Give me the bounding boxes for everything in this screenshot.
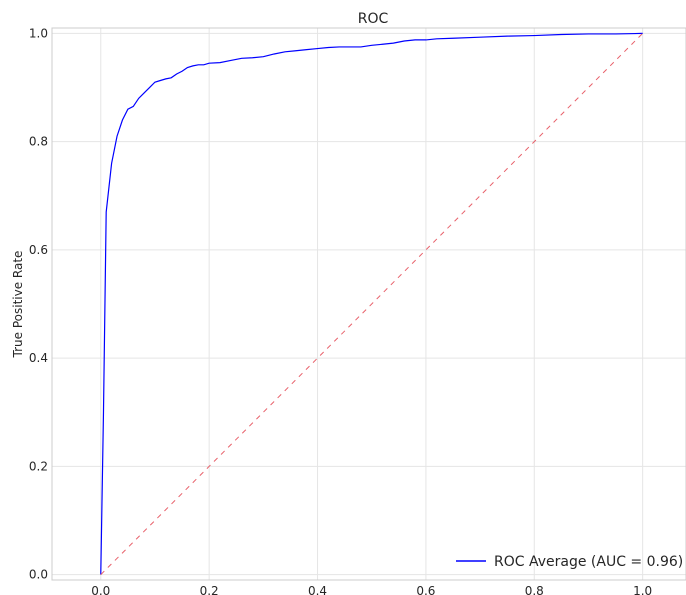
y-tick-label: 0.2 — [29, 459, 48, 473]
legend: ROC Average (AUC = 0.96) — [456, 554, 683, 570]
x-tick-label: 1.0 — [633, 584, 652, 595]
x-tick-label: 0.2 — [200, 584, 219, 595]
x-ticks: 0.0 0.2 0.4 0.6 0.8 1.0 — [91, 584, 652, 595]
chart-title: ROC — [358, 11, 389, 27]
grid — [52, 28, 686, 580]
series-layer — [100, 32, 644, 575]
y-tick-label: 0.4 — [29, 351, 48, 365]
plot-frame — [51, 27, 686, 581]
y-axis-label: True Positive Rate — [11, 251, 25, 359]
y-tick-label: 0.0 — [29, 568, 48, 582]
y-tick-label: 0.8 — [29, 135, 48, 149]
x-tick-label: 0.0 — [91, 584, 110, 595]
x-tick-label: 0.4 — [308, 584, 327, 595]
y-tick-label: 0.6 — [29, 243, 48, 257]
x-tick-label: 0.8 — [525, 584, 544, 595]
roc-average-line — [100, 32, 643, 575]
chance-diagonal-line — [100, 33, 644, 575]
legend-label: ROC Average (AUC = 0.96) — [494, 554, 683, 570]
y-tick-label: 1.0 — [29, 26, 48, 40]
y-ticks: 0.0 0.2 0.4 0.6 0.8 1.0 — [29, 26, 48, 581]
x-tick-label: 0.6 — [416, 584, 435, 595]
